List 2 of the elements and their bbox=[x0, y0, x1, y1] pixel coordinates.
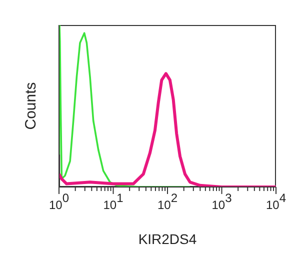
x-axis-title: KIR2DS4 bbox=[138, 231, 197, 247]
y-axis-title: Counts bbox=[22, 82, 40, 130]
